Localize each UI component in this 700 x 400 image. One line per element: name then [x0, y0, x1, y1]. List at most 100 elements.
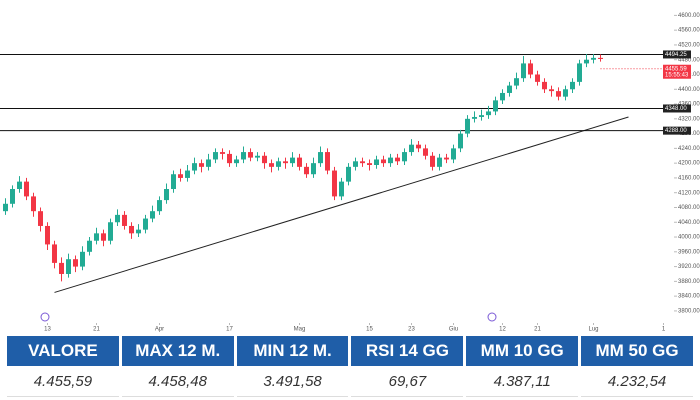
- y-tick-label: 4160.00: [678, 176, 700, 182]
- candle-body: [556, 91, 561, 97]
- candle-body: [101, 233, 106, 241]
- candle-body: [416, 144, 421, 149]
- x-tick-label: Mag: [294, 327, 306, 333]
- y-tick-label: 4400.00: [678, 87, 700, 93]
- chart: 3800.00 3840.00 3880.00 3920.00 3960.00 4000.…: [0, 13, 700, 333]
- last-price-label: 4455.59: [665, 66, 687, 72]
- x-tick-label: Giu: [449, 327, 458, 333]
- value-cell: 3.491,58: [236, 366, 349, 397]
- candle-body: [31, 196, 36, 212]
- candle-body: [59, 262, 64, 274]
- candle-body: [325, 152, 330, 171]
- x-tick-label: 21: [534, 327, 541, 333]
- candle-body: [66, 259, 71, 274]
- candle-body: [535, 74, 540, 82]
- header-cell: MAX 12 M.: [121, 336, 234, 366]
- candle-body: [444, 157, 449, 160]
- candle-body: [178, 174, 183, 178]
- x-tick-label: 12: [499, 327, 506, 333]
- candle-body: [598, 57, 603, 59]
- header-cell: VALORE: [7, 336, 119, 366]
- candle-body: [388, 157, 393, 164]
- candle-body: [150, 211, 155, 219]
- last-price-time: 15:55:43: [665, 72, 689, 78]
- candle-body: [542, 81, 547, 90]
- candle-body: [3, 203, 8, 212]
- candle-body: [192, 163, 197, 171]
- candle-body: [577, 63, 582, 82]
- candle-body: [570, 81, 575, 90]
- candle-body: [38, 211, 43, 226]
- candle-body: [164, 189, 169, 201]
- candle-body: [311, 163, 316, 175]
- candle-body: [549, 89, 554, 92]
- candle-body: [500, 92, 505, 101]
- x-tick-label: 21: [93, 327, 100, 333]
- x-tick-label: 17: [226, 327, 233, 333]
- level-label: 4348.00: [665, 106, 687, 112]
- header-cell: RSI 14 GG: [351, 336, 464, 366]
- candle-body: [290, 157, 295, 164]
- value-cell: 4.458,48: [121, 366, 234, 397]
- candle-body: [486, 111, 491, 116]
- candle-body: [94, 233, 99, 241]
- candle-body: [248, 152, 253, 158]
- candle-body: [241, 152, 246, 160]
- candle-body: [213, 152, 218, 160]
- trendline: [54, 116, 629, 293]
- candle-body: [374, 159, 379, 165]
- candle-body: [493, 100, 498, 112]
- candle-body: [395, 157, 400, 162]
- value-cell: 69,67: [351, 366, 464, 397]
- candle-body: [73, 259, 78, 267]
- y-tick-label: 4480.00: [678, 57, 700, 63]
- candle-body: [227, 153, 232, 164]
- y-tick-label: 4320.00: [678, 116, 700, 122]
- candle-body: [283, 161, 288, 164]
- candle-body: [297, 157, 302, 167]
- candle-body: [262, 155, 267, 164]
- candle-body: [430, 155, 435, 167]
- candle-body: [269, 163, 274, 167]
- header-cell: MM 50 GG: [581, 336, 693, 366]
- candle-body: [339, 181, 344, 197]
- header-cell: MM 10 GG: [466, 336, 579, 366]
- candle-body: [402, 152, 407, 162]
- level-label: 4494.25: [665, 52, 687, 58]
- value-cell: 4.455,59: [7, 366, 119, 397]
- level-label: 4288.00: [665, 128, 687, 134]
- candle-body: [458, 133, 463, 149]
- candle-body: [591, 57, 596, 60]
- candle-body: [199, 163, 204, 167]
- candle-body: [115, 214, 120, 223]
- y-tick-label: 4080.00: [678, 205, 700, 211]
- candle-body: [423, 148, 428, 156]
- candle-body: [143, 218, 148, 230]
- y-tick-label: 4520.00: [678, 43, 700, 49]
- candle-body: [87, 240, 92, 252]
- candle-body: [521, 63, 526, 79]
- y-tick-label: 4120.00: [678, 190, 700, 196]
- candle-body: [206, 159, 211, 167]
- y-tick-label: 3960.00: [678, 249, 700, 255]
- y-tick-label: 4200.00: [678, 161, 700, 167]
- candle-body: [381, 159, 386, 164]
- y-tick-label: 3880.00: [678, 279, 700, 285]
- candle-body: [80, 251, 85, 267]
- candle-body: [353, 161, 358, 167]
- candle-body: [318, 152, 323, 164]
- candle-body: [234, 159, 239, 164]
- value-row: 4.455,59 4.458,48 3.491,58 69,67 4.387,11 4.2…: [7, 366, 693, 397]
- event-icon: [40, 312, 50, 322]
- level-label-box: [663, 50, 691, 59]
- y-tick-label: 3920.00: [678, 264, 700, 270]
- last-price-box: [663, 64, 691, 79]
- candle-body: [528, 63, 533, 75]
- candle-body: [24, 181, 29, 197]
- candle-body: [346, 166, 351, 182]
- stats-table: VALORE MAX 12 M. MIN 12 M. RSI 14 GG MM 10 G…: [4, 336, 696, 397]
- candle-body: [108, 222, 113, 241]
- x-tick-label: 1: [662, 327, 666, 333]
- candle-body: [465, 118, 470, 134]
